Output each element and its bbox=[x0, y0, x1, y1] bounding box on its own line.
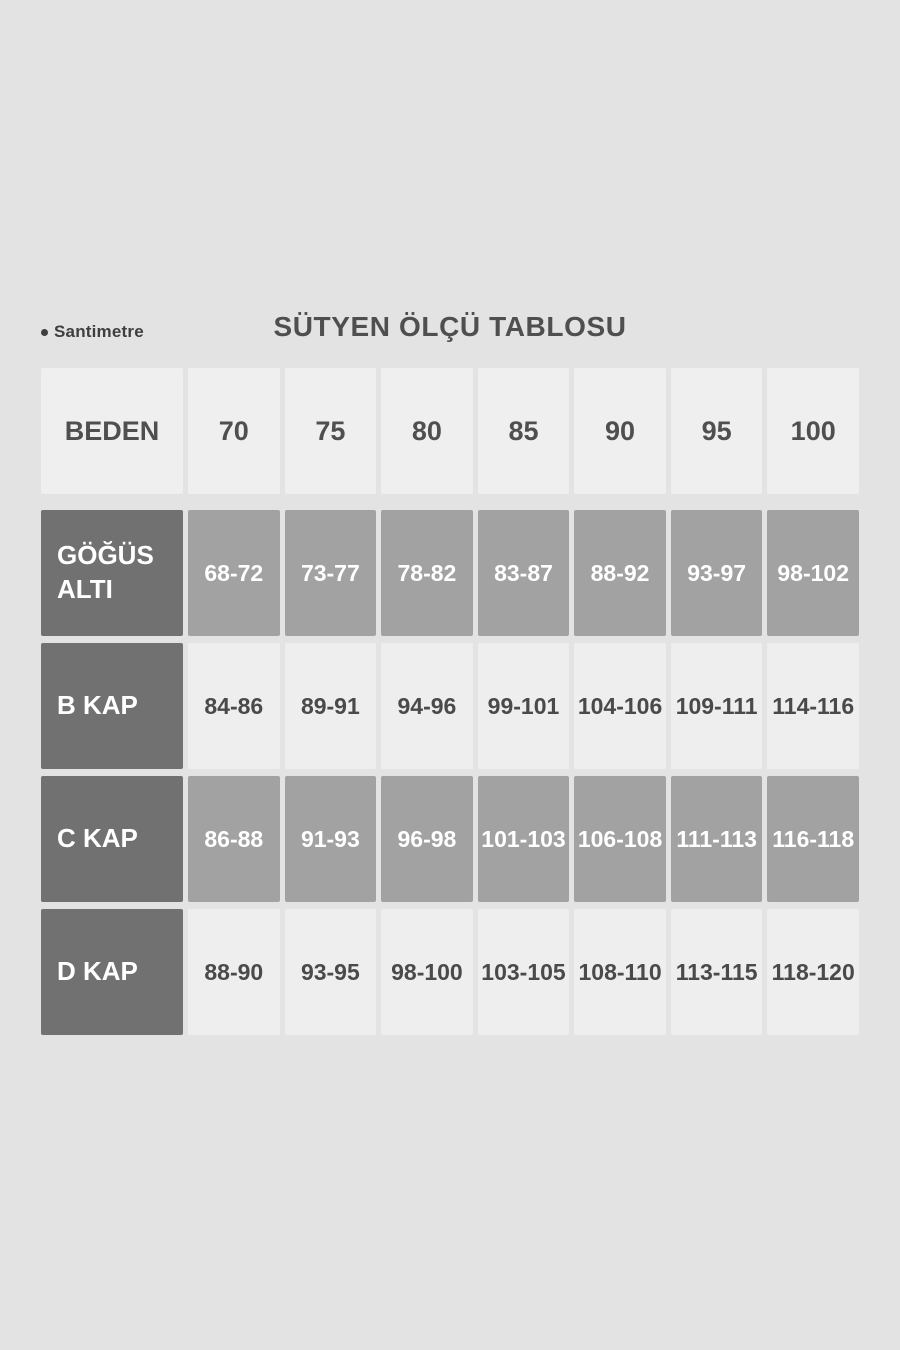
value-cell: 93-97 bbox=[670, 510, 763, 636]
value-cell: 68-72 bbox=[188, 510, 280, 636]
value-cell: 109-111 bbox=[670, 643, 763, 769]
value-cell: 118-120 bbox=[767, 909, 859, 1035]
header-cell-size-95: 95 bbox=[670, 368, 763, 494]
bullet-icon bbox=[41, 328, 48, 336]
value-cell: 101-103 bbox=[477, 776, 570, 902]
value-cell: 113-115 bbox=[670, 909, 763, 1035]
value-cell: 84-86 bbox=[188, 643, 280, 769]
value-cell: 108-110 bbox=[574, 909, 666, 1035]
header-cell-size-100: 100 bbox=[767, 368, 859, 494]
header-cell-size-80: 80 bbox=[381, 368, 473, 494]
value-cell: 86-88 bbox=[188, 776, 280, 902]
value-cell: 93-95 bbox=[284, 909, 377, 1035]
unit-label-text: Santimetre bbox=[54, 322, 144, 341]
row-label-2: C KAP bbox=[41, 776, 183, 902]
table-header-row: BEDEN 70 75 80 85 90 95 100 bbox=[41, 368, 859, 494]
size-table: BEDEN 70 75 80 85 90 95 100 GÖĞÜS ALTI 68-72 73-7… bbox=[41, 368, 859, 1035]
value-cell: 88-90 bbox=[188, 909, 280, 1035]
value-cell: 116-118 bbox=[767, 776, 859, 902]
value-cell: 78-82 bbox=[381, 510, 473, 636]
header-cell-size-75: 75 bbox=[284, 368, 377, 494]
row-label-0: GÖĞÜS ALTI bbox=[41, 510, 183, 636]
value-cell: 106-108 bbox=[574, 776, 666, 902]
header-cell-size-70: 70 bbox=[188, 368, 280, 494]
value-cell: 104-106 bbox=[574, 643, 666, 769]
value-cell: 114-116 bbox=[767, 643, 859, 769]
value-cell: 99-101 bbox=[477, 643, 570, 769]
value-cell: 88-92 bbox=[574, 510, 666, 636]
header-cell-beden: BEDEN bbox=[41, 368, 183, 494]
value-cell: 103-105 bbox=[477, 909, 570, 1035]
row-label-1: B KAP bbox=[41, 643, 183, 769]
value-cell: 111-113 bbox=[670, 776, 763, 902]
value-cell: 89-91 bbox=[284, 643, 377, 769]
value-cell: 83-87 bbox=[477, 510, 570, 636]
table-body: GÖĞÜS ALTI 68-72 73-77 78-82 83-87 88-92 93-97… bbox=[41, 510, 859, 1035]
row-label-3: D KAP bbox=[41, 909, 183, 1035]
header-cell-size-90: 90 bbox=[574, 368, 666, 494]
value-cell: 96-98 bbox=[381, 776, 473, 902]
header-cell-size-85: 85 bbox=[477, 368, 570, 494]
page-title: SÜTYEN ÖLÇÜ TABLOSU bbox=[273, 311, 627, 342]
unit-label: Santimetre bbox=[41, 322, 144, 342]
value-cell: 73-77 bbox=[284, 510, 377, 636]
value-cell: 98-100 bbox=[381, 909, 473, 1035]
value-cell: 98-102 bbox=[767, 510, 859, 636]
value-cell: 91-93 bbox=[284, 776, 377, 902]
value-cell: 94-96 bbox=[381, 643, 473, 769]
